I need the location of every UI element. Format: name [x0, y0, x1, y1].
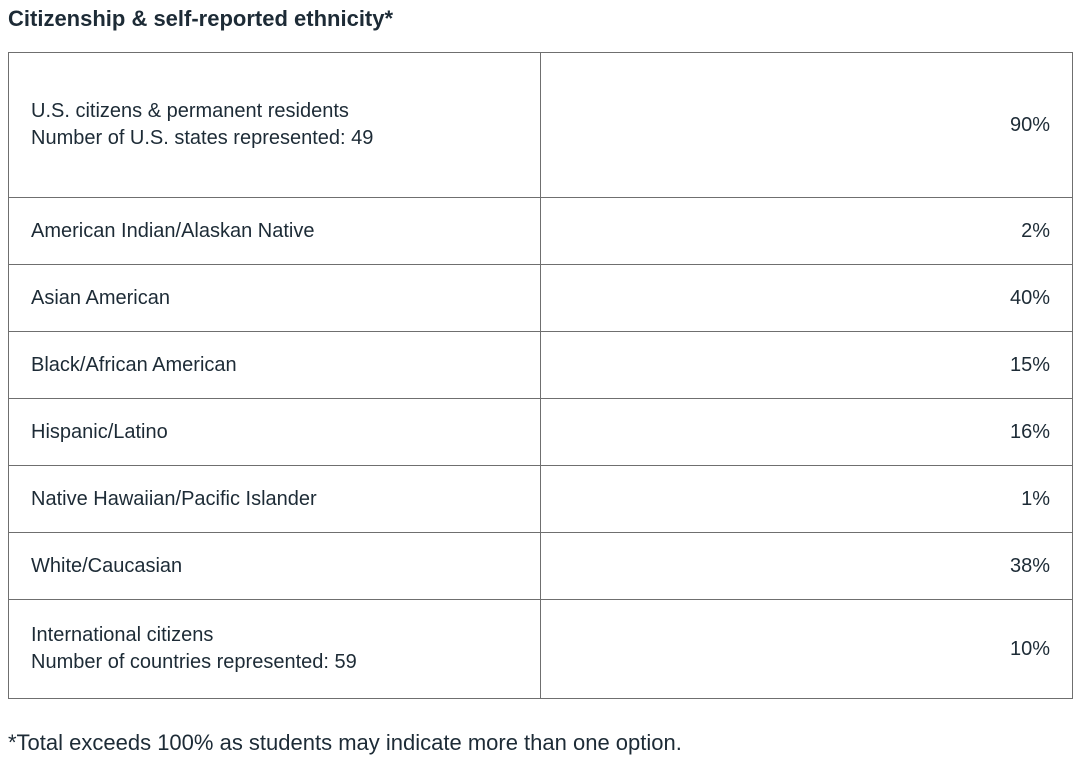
row-value: 90% — [540, 52, 1073, 198]
row-label-cell: U.S. citizens & permanent residents Numb… — [8, 52, 541, 198]
row-value: 10% — [540, 599, 1073, 699]
row-value: 2% — [540, 197, 1073, 265]
table-row: White/Caucasian 38% — [8, 532, 1073, 600]
table-row: Hispanic/Latino 16% — [8, 398, 1073, 466]
table-row: American Indian/Alaskan Native 2% — [8, 197, 1073, 265]
row-label: Black/African American — [8, 331, 541, 399]
row-sublabel: Number of countries represented: 59 — [31, 651, 357, 673]
table-row: Asian American 40% — [8, 264, 1073, 332]
row-label: Native Hawaiian/Pacific Islander — [8, 465, 541, 533]
row-sublabel: Number of U.S. states represented: 49 — [31, 127, 374, 149]
footnote: *Total exceeds 100% as students may indi… — [8, 730, 682, 755]
table-row: U.S. citizens & permanent residents Numb… — [8, 52, 1073, 198]
row-label: U.S. citizens & permanent residents — [31, 100, 349, 122]
row-label: Hispanic/Latino — [8, 398, 541, 466]
section-heading: Citizenship & self-reported ethnicity* — [8, 6, 394, 31]
row-label: White/Caucasian — [8, 532, 541, 600]
row-value: 40% — [540, 264, 1073, 332]
row-label: International citizens — [31, 624, 214, 646]
table-row: Black/African American 15% — [8, 331, 1073, 399]
table-row: Native Hawaiian/Pacific Islander 1% — [8, 465, 1073, 533]
table-row: International citizens Number of countri… — [8, 599, 1073, 699]
row-label-cell: International citizens Number of countri… — [8, 599, 541, 699]
row-value: 15% — [540, 331, 1073, 399]
ethnicity-table-container: U.S. citizens & permanent residents Numb… — [8, 52, 1073, 699]
ethnicity-table: U.S. citizens & permanent residents Numb… — [8, 52, 1073, 699]
row-value: 38% — [540, 532, 1073, 600]
row-label: Asian American — [8, 264, 541, 332]
row-label: American Indian/Alaskan Native — [8, 197, 541, 265]
row-value: 1% — [540, 465, 1073, 533]
row-value: 16% — [540, 398, 1073, 466]
